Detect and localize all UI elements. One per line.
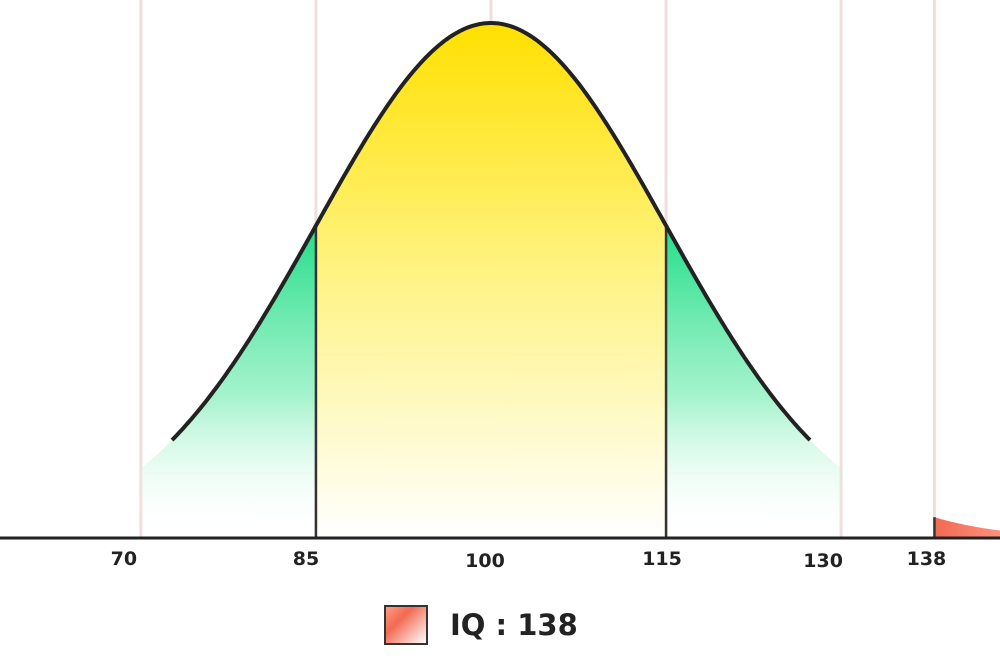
legend-swatch [384, 605, 428, 645]
x-tick-label-70: 70 [111, 548, 137, 570]
x-tick-labels: 557085100115130138145 [111, 548, 947, 572]
curve-fills [140, 23, 1000, 538]
legend-label: IQ : 138 [450, 608, 578, 642]
bell-curve [170, 21, 812, 442]
x-tick-label-130: 130 [803, 550, 843, 572]
legend: IQ : 138 [384, 603, 578, 647]
x-tick-label-85: 85 [293, 548, 319, 570]
x-tick-label-138: 138 [907, 548, 947, 570]
x-tick-label-115: 115 [642, 548, 682, 570]
band-138-145 [934, 517, 1000, 538]
x-tick-label-100: 100 [465, 550, 505, 572]
band-85-115 [315, 23, 666, 538]
divider-lines [314, 225, 936, 538]
